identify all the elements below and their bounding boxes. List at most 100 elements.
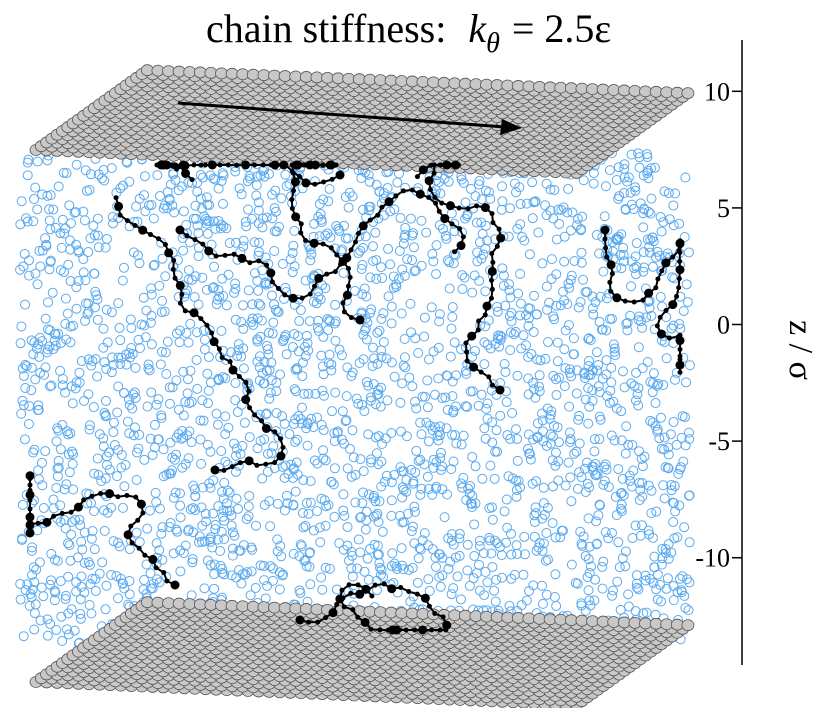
fluid-particle [113, 472, 122, 481]
fluid-particle [564, 321, 573, 330]
fluid-particle [341, 234, 350, 243]
wall-atom [512, 80, 524, 91]
chain-bead [314, 274, 323, 283]
fluid-particle [652, 507, 661, 516]
wall-atom [576, 83, 588, 94]
fluid-particle [447, 324, 456, 333]
wall-atom [640, 86, 652, 97]
chain-bead [353, 239, 358, 244]
wall-atom [173, 598, 185, 609]
fluid-particle [567, 560, 576, 569]
fluid-particle [335, 345, 344, 354]
fluid-particle [345, 444, 354, 453]
fluid-particle [468, 288, 477, 297]
wall-atom [608, 85, 620, 96]
fluid-particle [30, 625, 39, 634]
wall-atom [343, 73, 355, 84]
wall-atom [237, 69, 249, 80]
fluid-particle [379, 338, 388, 347]
fluid-particle [93, 454, 102, 463]
wall-atom [555, 614, 567, 625]
fluid-particle [387, 319, 396, 328]
fluid-particle [348, 426, 357, 435]
fluid-particle [675, 219, 684, 228]
fluid-particle [192, 214, 201, 223]
fluid-particle [506, 346, 515, 355]
chain-bead [193, 237, 198, 242]
fluid-particle [65, 236, 74, 245]
fluid-particle [190, 293, 199, 302]
fluid-particle [272, 409, 281, 418]
wall-atom [640, 618, 652, 629]
wall-atom [565, 83, 577, 94]
fluid-particle [627, 150, 636, 159]
fluid-particle [511, 188, 520, 197]
fluid-particle [360, 407, 369, 416]
wall-atom [216, 600, 228, 611]
fluid-particle [235, 184, 244, 193]
wall-atom [247, 69, 259, 80]
fluid-particle [189, 214, 198, 223]
fluid-particle [163, 337, 172, 346]
fluid-particle [672, 440, 681, 449]
fluid-particle [411, 334, 420, 343]
fluid-particle [231, 379, 240, 388]
fluid-particle [507, 308, 516, 317]
fluid-particle [137, 320, 146, 329]
fluid-particle [266, 522, 275, 531]
wall-atom [597, 84, 609, 95]
fluid-particle [273, 499, 282, 508]
fluid-particle [537, 581, 546, 590]
fluid-particle [408, 382, 417, 391]
fluid-particle [502, 538, 511, 547]
fluid-particle [57, 612, 66, 621]
wall-atom [502, 612, 514, 623]
fluid-particle [305, 317, 314, 326]
wall-atom [406, 608, 418, 619]
fluid-particle [35, 352, 44, 361]
fluid-particle [632, 571, 641, 580]
fluid-particle [210, 584, 219, 593]
chain-bead [199, 163, 204, 168]
fluid-particle [84, 390, 93, 399]
fluid-particle [508, 408, 517, 417]
fluid-particle [622, 422, 631, 431]
fluid-particle [62, 480, 71, 489]
fluid-particle [648, 388, 657, 397]
fluid-particle [624, 590, 633, 599]
fluid-particle [601, 528, 610, 537]
chain-bead [218, 163, 223, 168]
wall-atom [502, 80, 514, 91]
fluid-particle [679, 457, 688, 466]
fluid-particle [584, 334, 593, 343]
fluid-particle [408, 256, 417, 265]
fluid-particle [72, 283, 81, 292]
fluid-particle [608, 591, 617, 600]
fluid-particle [239, 364, 248, 373]
fluid-particle [355, 359, 364, 368]
chain-bead [169, 163, 174, 168]
fluid-particle [233, 408, 242, 417]
fluid-particle [480, 360, 489, 369]
fluid-particle [463, 540, 472, 549]
fluid-particle [613, 577, 622, 586]
fluid-particle [30, 445, 39, 454]
fluid-particle [663, 574, 672, 583]
fluid-particle [470, 551, 479, 560]
fluid-particle [35, 558, 44, 567]
fluid-particle [549, 482, 558, 491]
fluid-particle [371, 228, 380, 237]
fluid-particle [570, 350, 579, 359]
fluid-particle [192, 355, 201, 364]
fluid-particle [361, 525, 370, 534]
fluid-particle [149, 214, 158, 223]
chain-bead [191, 163, 196, 168]
fluid-particle [552, 601, 561, 610]
fluid-particle [57, 243, 66, 252]
fluid-particle [93, 372, 102, 381]
wall-atom [618, 85, 630, 96]
fluid-particle [343, 522, 352, 531]
fluid-particle [685, 361, 694, 370]
wall-atom [300, 603, 312, 614]
